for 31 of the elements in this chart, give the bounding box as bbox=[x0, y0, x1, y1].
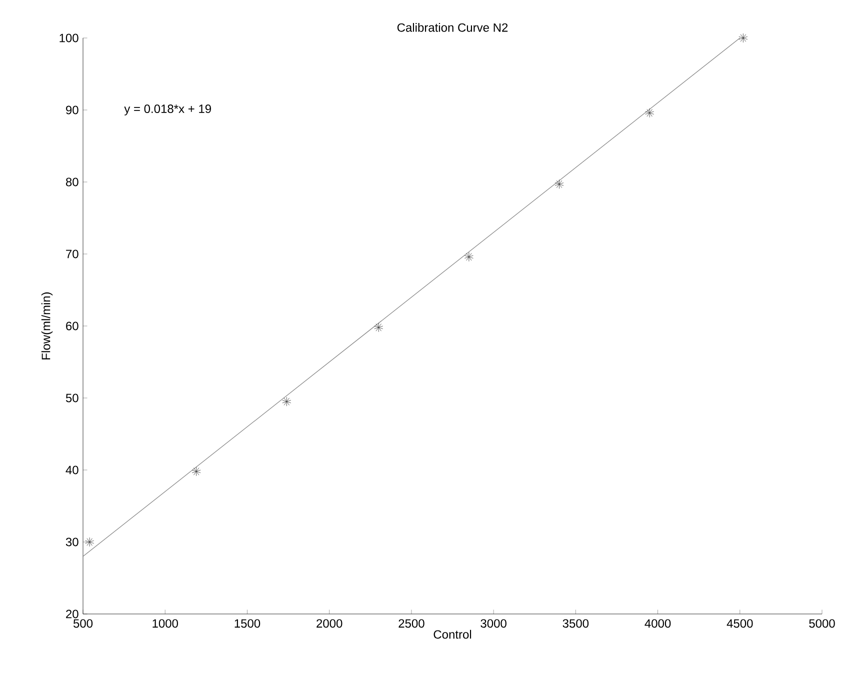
point bbox=[645, 108, 654, 118]
y-tick-label: 70 bbox=[66, 250, 78, 258]
y-tick-label: 20 bbox=[66, 610, 78, 618]
x-tick-label: 2500 bbox=[398, 619, 424, 628]
x-tick-label: 3000 bbox=[480, 619, 506, 628]
x-tick-label: 3500 bbox=[562, 619, 589, 628]
x-tick-label: 4000 bbox=[644, 619, 671, 628]
x-tick-label: 5000 bbox=[809, 619, 835, 628]
y-tick-label: 40 bbox=[66, 466, 78, 474]
point bbox=[738, 33, 748, 43]
y-tick-label: 60 bbox=[66, 322, 78, 330]
y-axis-title: Flow(ml/min) bbox=[41, 292, 53, 360]
x-axis-title: Control bbox=[434, 630, 472, 639]
x-tick-label: 500 bbox=[73, 619, 93, 628]
point bbox=[464, 252, 474, 262]
y-tick-label: 100 bbox=[60, 34, 78, 42]
y-tick-label: 30 bbox=[66, 538, 78, 546]
annotation: y = 0.018*x + 19 bbox=[124, 104, 211, 116]
x-tick-label: 1000 bbox=[152, 619, 178, 628]
point bbox=[85, 537, 94, 547]
x-tick-label: 1500 bbox=[234, 619, 260, 628]
x-tick-label: 2000 bbox=[316, 619, 342, 628]
point bbox=[192, 466, 201, 476]
y-tick-label: 90 bbox=[66, 106, 78, 114]
y-tick-label: 80 bbox=[66, 178, 78, 186]
point bbox=[554, 179, 564, 189]
chart-title: Calibration Curve N2 bbox=[397, 22, 508, 32]
x-tick-label: 4500 bbox=[726, 619, 753, 628]
y-tick-label: 50 bbox=[66, 394, 78, 402]
point bbox=[282, 396, 292, 406]
point bbox=[374, 322, 384, 332]
